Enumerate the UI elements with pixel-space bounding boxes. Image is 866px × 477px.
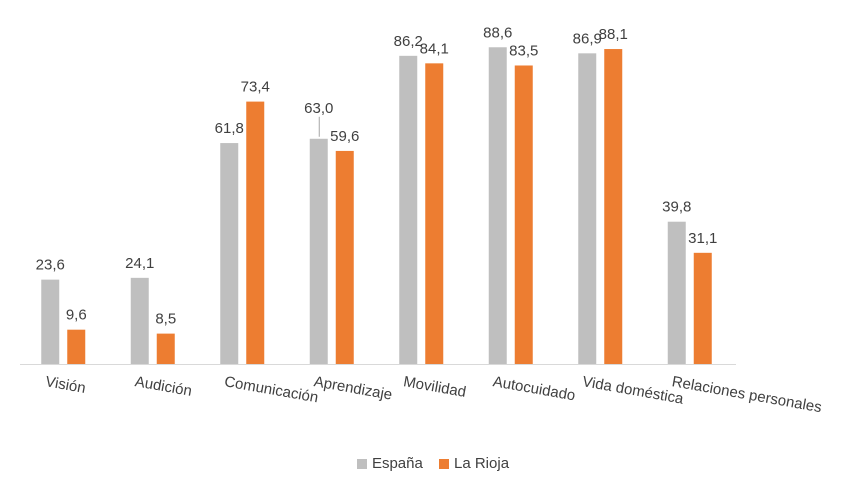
bar-espana-relaciones-personales[interactable] bbox=[667, 221, 686, 364]
data-label-espana-comunicacion: 61,8 bbox=[215, 120, 244, 137]
data-label-la-rioja-autocuidado: 83,5 bbox=[509, 42, 538, 59]
data-label-la-rioja-movilidad: 84,1 bbox=[420, 40, 449, 57]
x-tick-label-audicion: Audición bbox=[134, 373, 194, 400]
bar-la-rioja-aprendizaje[interactable] bbox=[335, 150, 354, 364]
data-label-espana-audicion: 24,1 bbox=[125, 255, 154, 272]
data-label-espana-vida-domestica: 86,9 bbox=[573, 30, 602, 47]
legend-item-la-rioja[interactable]: La Rioja bbox=[439, 455, 509, 472]
data-label-la-rioja-relaciones-personales: 31,1 bbox=[688, 230, 717, 247]
data-label-espana-aprendizaje: 63,0 bbox=[304, 100, 333, 117]
data-label-la-rioja-comunicacion: 73,4 bbox=[241, 79, 270, 96]
legend: España La Rioja bbox=[0, 455, 866, 473]
bar-la-rioja-comunicacion[interactable] bbox=[246, 101, 265, 364]
legend-swatch-espana bbox=[356, 458, 367, 469]
bar-espana-vision[interactable] bbox=[41, 279, 60, 364]
bar-espana-audicion[interactable] bbox=[130, 277, 149, 364]
x-tick-label-relaciones-personales: Relaciones personales bbox=[671, 373, 823, 416]
data-label-la-rioja-aprendizaje: 59,6 bbox=[330, 128, 359, 145]
legend-label-espana: España bbox=[371, 455, 423, 472]
bar-la-rioja-vida-domestica[interactable] bbox=[604, 49, 623, 364]
legend-label-la-rioja: La Rioja bbox=[454, 455, 510, 472]
bar-la-rioja-audicion[interactable] bbox=[156, 333, 175, 364]
bar-espana-autocuidado[interactable] bbox=[488, 47, 507, 364]
bar-espana-aprendizaje[interactable] bbox=[309, 138, 328, 364]
x-tick-label-autocuidado: Autocuidado bbox=[492, 373, 577, 404]
data-label-espana-movilidad: 86,2 bbox=[394, 33, 423, 50]
bar-espana-vida-domestica[interactable] bbox=[578, 53, 597, 365]
data-label-la-rioja-vida-domestica: 88,1 bbox=[599, 26, 628, 43]
bar-espana-comunicacion[interactable] bbox=[220, 143, 239, 364]
bar-la-rioja-relaciones-personales[interactable] bbox=[693, 252, 712, 364]
data-label-espana-vision: 23,6 bbox=[36, 257, 65, 274]
x-tick-label-vision: Visión bbox=[44, 373, 87, 397]
legend-swatch-la-rioja bbox=[439, 458, 449, 469]
data-label-espana-autocuidado: 88,6 bbox=[483, 24, 512, 41]
bar-espana-movilidad[interactable] bbox=[399, 55, 418, 365]
data-label-la-rioja-audicion: 8,5 bbox=[155, 311, 176, 328]
x-tick-label-comunicacion: Comunicación bbox=[223, 373, 320, 406]
x-tick-label-aprendizaje: Aprendizaje bbox=[313, 373, 394, 403]
data-label-la-rioja-vision: 9,6 bbox=[66, 307, 87, 324]
bar-chart: 23,6 9,6 Visión 24,1 8,5 Audición 61,8 73,4 Comu… bbox=[20, 24, 823, 416]
bar-la-rioja-autocuidado[interactable] bbox=[514, 65, 533, 365]
bar-la-rioja-vision[interactable] bbox=[67, 329, 86, 364]
bar-la-rioja-movilidad[interactable] bbox=[425, 63, 444, 364]
data-label-espana-relaciones-personales: 39,8 bbox=[662, 199, 691, 216]
x-tick-label-vida-domestica: Vida doméstica bbox=[581, 373, 685, 408]
legend-item-espana[interactable]: España bbox=[356, 455, 423, 472]
x-tick-label-movilidad: Movilidad bbox=[402, 373, 467, 401]
